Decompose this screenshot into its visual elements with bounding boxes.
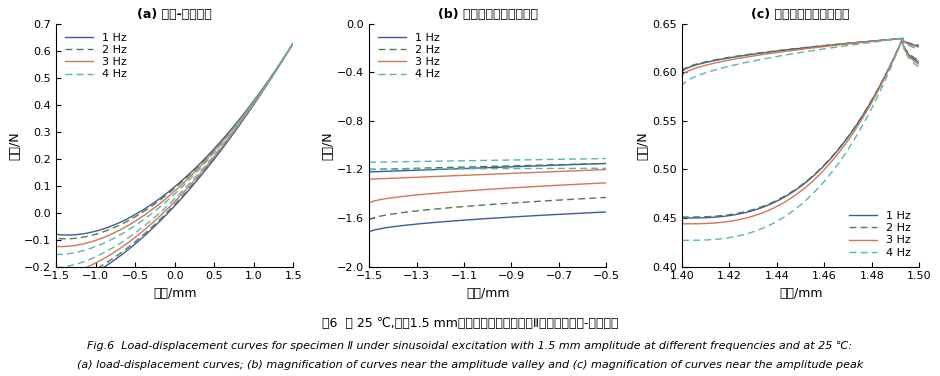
Title: (a) 载荷-位移曲线: (a) 载荷-位移曲线	[137, 8, 212, 21]
Title: (b) 振幅谷値附近曲线放大: (b) 振幅谷値附近曲线放大	[438, 8, 538, 21]
Text: 图6  在 25 ℃,振庅1.5 mm、不同频率激励作用下Ⅱ类试样的载荷-位移曲线: 图6 在 25 ℃,振庅1.5 mm、不同频率激励作用下Ⅱ类试样的载荷-位移曲线	[321, 317, 619, 330]
Text: (a) load-displacement curves; (b) magnification of curves near the amplitude val: (a) load-displacement curves; (b) magnif…	[77, 360, 863, 370]
Y-axis label: 载荷/N: 载荷/N	[8, 131, 22, 159]
Legend: 1 Hz, 2 Hz, 3 Hz, 4 Hz: 1 Hz, 2 Hz, 3 Hz, 4 Hz	[62, 29, 130, 83]
Title: (c) 振幅峰値附近曲线放大: (c) 振幅峰値附近曲线放大	[751, 8, 850, 21]
Legend: 1 Hz, 2 Hz, 3 Hz, 4 Hz: 1 Hz, 2 Hz, 3 Hz, 4 Hz	[846, 208, 914, 261]
X-axis label: 位移/mm: 位移/mm	[153, 287, 196, 300]
X-axis label: 位移/mm: 位移/mm	[779, 287, 822, 300]
Text: Fig.6  Load-displacement curves for specimen Ⅱ under sinusoidal excitation with : Fig.6 Load-displacement curves for speci…	[87, 341, 853, 351]
Y-axis label: 载荷/N: 载荷/N	[321, 131, 335, 159]
Y-axis label: 载荷/N: 载荷/N	[636, 131, 650, 159]
X-axis label: 位移/mm: 位移/mm	[466, 287, 509, 300]
Legend: 1 Hz, 2 Hz, 3 Hz, 4 Hz: 1 Hz, 2 Hz, 3 Hz, 4 Hz	[375, 29, 443, 83]
